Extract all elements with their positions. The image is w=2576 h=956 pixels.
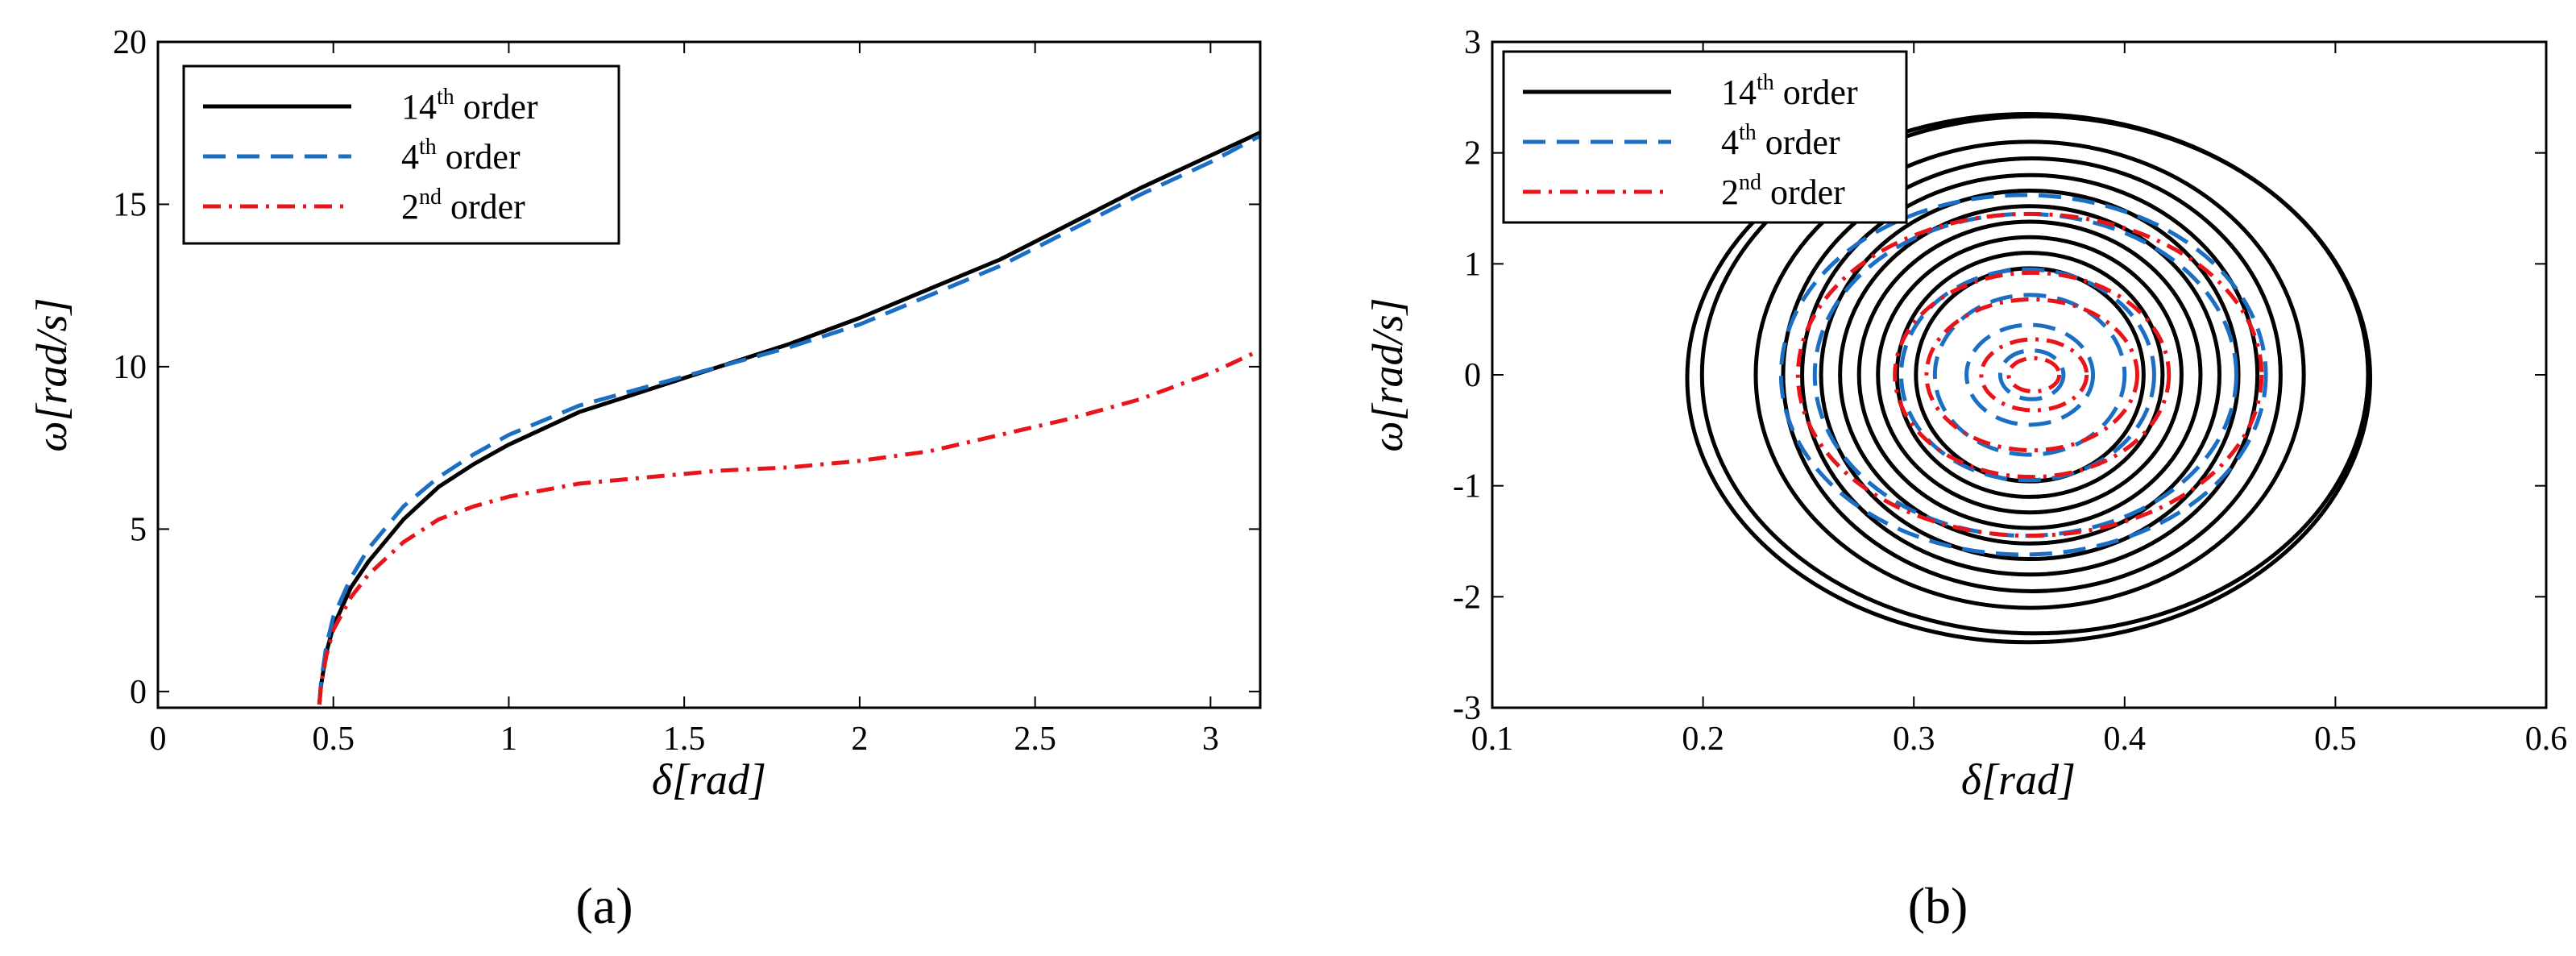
panel-b-series — [1685, 111, 2373, 645]
y-tick-label: 15 — [113, 186, 147, 223]
legend-entry: 4th order — [1721, 120, 1840, 162]
panel-a-ticks: 0 0.5 1 1.5 2 2.5 3 0 5 10 15 20 — [113, 24, 1260, 758]
orbit-trajectory — [1800, 172, 2260, 577]
orbit-trajectory — [1899, 267, 2156, 483]
x-tick-label: 1 — [500, 721, 517, 758]
panel-b: 0.1 0.2 0.3 0.4 0.5 0.6 -3 -2 -1 0 1 2 3 14th order 4… — [1363, 24, 2567, 934]
panel-a-label: (a) — [575, 877, 633, 934]
panel-a-series — [317, 131, 1260, 705]
x-tick-label: 0 — [150, 721, 167, 758]
legend-entry: 14th order — [1721, 70, 1858, 112]
orbit-trajectory — [1753, 139, 2306, 610]
orbit-trajectory — [1778, 193, 2268, 557]
x-tick-label: 0.5 — [312, 721, 355, 758]
orbit-trajectory — [2006, 355, 2062, 394]
x-tick-label: 0.4 — [2104, 721, 2147, 758]
y-tick-label: 10 — [113, 349, 147, 386]
x-tick-label: 3 — [1202, 721, 1219, 758]
y-tick-label: 0 — [130, 674, 147, 711]
legend-box — [1502, 50, 1908, 224]
x-tick-label: 2.5 — [1014, 721, 1056, 758]
orbit-trajectory — [1781, 156, 2283, 593]
orbit-trajectory — [1838, 204, 2222, 546]
panel-a-legend: 14th order 4th order 2nd order — [182, 64, 620, 245]
x-tick-label: 2 — [851, 721, 868, 758]
orbit-trajectory — [1964, 322, 2096, 427]
y-tick-label: 0 — [1464, 357, 1481, 394]
legend-entry: 4th order — [401, 135, 521, 177]
panel-b-ylabel: ω[rad/s] — [1363, 297, 1412, 451]
y-tick-label: 3 — [1464, 24, 1481, 61]
panel-a-xlabel: δ[rad] — [652, 755, 766, 804]
orbit-trajectory — [1812, 211, 2238, 538]
x-tick-label: 0.3 — [1893, 721, 1935, 758]
panel-b-plot-frame — [1491, 40, 2548, 709]
orbit-trajectory — [1699, 114, 2371, 636]
orbit-trajectory — [1893, 270, 2172, 480]
y-tick-label: -3 — [1453, 690, 1481, 727]
legend-entry: 2nd order — [401, 185, 525, 227]
y-tick-label: 2 — [1464, 135, 1481, 172]
series-line — [317, 348, 1260, 705]
panel-a: 0 0.5 1 1.5 2 2.5 3 0 5 10 15 20 14th order 4th orde… — [27, 24, 1262, 934]
orbit-trajectory — [1997, 348, 2066, 401]
panel-a-plot-frame — [156, 40, 1262, 709]
y-tick-label: 5 — [130, 511, 147, 548]
orbit-trajectory — [1894, 251, 2165, 499]
x-tick-label: 0.1 — [1471, 721, 1514, 758]
orbit-trajectory — [1795, 211, 2264, 538]
y-tick-label: -1 — [1453, 468, 1481, 505]
panel-b-label: (b) — [1908, 877, 1968, 934]
x-tick-label: 0.6 — [2525, 721, 2568, 758]
y-tick-label: -2 — [1453, 579, 1481, 616]
panel-b-legend: 14th order 4th order 2nd order — [1502, 50, 1908, 224]
panel-a-ylabel: ω[rad/s] — [27, 297, 76, 451]
series-line — [317, 134, 1260, 705]
panel-b-ticks: 0.1 0.2 0.3 0.4 0.5 0.6 -3 -2 -1 0 1 2 3 — [1453, 24, 2567, 758]
x-tick-label: 1.5 — [663, 721, 706, 758]
legend-entry: 14th order — [401, 85, 538, 127]
x-tick-label: 0.2 — [1682, 721, 1724, 758]
y-tick-label: 1 — [1464, 246, 1481, 283]
panel-b-xlabel: δ[rad] — [1961, 755, 2076, 804]
orbit-trajectory — [1856, 219, 2203, 530]
orbit-trajectory — [1932, 293, 2127, 457]
orbit-trajectory — [1819, 188, 2241, 562]
x-tick-label: 0.5 — [2314, 721, 2357, 758]
y-tick-label: 20 — [113, 24, 147, 61]
orbit-trajectory — [1979, 337, 2089, 413]
orbit-trajectory — [1876, 235, 2184, 515]
orbit-trajectory — [1914, 266, 2146, 484]
series-line — [317, 131, 1260, 705]
orbit-trajectory — [1685, 111, 2373, 645]
legend-entry: 2nd order — [1721, 170, 1845, 212]
orbit-trajectory — [1924, 297, 2139, 453]
